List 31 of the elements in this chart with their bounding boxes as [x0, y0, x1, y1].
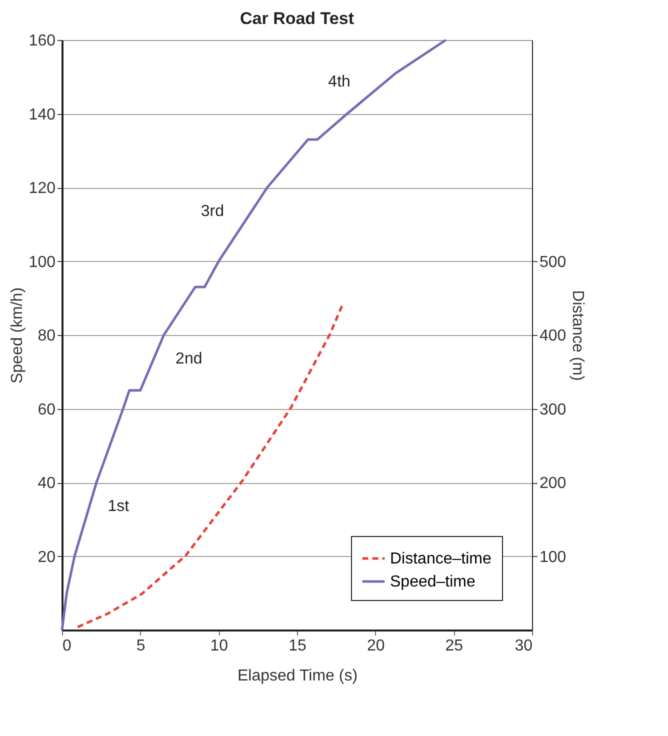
x-tick-label: 10 [210, 638, 228, 654]
line-series [76, 304, 344, 628]
y-tick-label: 160 [28, 32, 56, 50]
y-tick-label: 40 [38, 475, 56, 492]
y-tick-label: 120 [28, 180, 56, 197]
y2-tick-label: 200 [540, 475, 566, 492]
x-tick-label: 0 [62, 638, 72, 654]
x-tick-label: 15 [288, 638, 306, 654]
y2-tick-label: 500 [540, 254, 566, 271]
x-tick-label: 30 [514, 638, 533, 654]
x-tick-label: 20 [366, 638, 385, 654]
annotation: 1st [108, 498, 130, 516]
y2-tick-label: 400 [540, 328, 566, 344]
y-tick-label: 60 [38, 401, 56, 418]
y-axis-title: Speed (km/h) [8, 287, 26, 384]
annotation: 4th [328, 73, 350, 90]
y-tick-label: 80 [38, 328, 56, 344]
y-tick-label: 100 [28, 254, 56, 271]
annotation: 3rd [200, 203, 224, 220]
chart-title: Car Road Test [240, 9, 354, 28]
legend-label: Distance–time [390, 550, 492, 568]
y2-tick-label: 300 [540, 401, 566, 418]
y-tick-label: 140 [28, 106, 56, 124]
x-axis-title: Elapsed Time (s) [237, 668, 358, 684]
y-tick-label: 20 [38, 548, 56, 566]
y2-tick-label: 100 [540, 548, 566, 566]
annotation: 2nd [176, 350, 202, 368]
x-tick-label: 25 [445, 638, 464, 654]
y2-axis-title: Distance (m) [569, 290, 586, 381]
x-tick-label: 5 [136, 638, 146, 654]
legend-label: Speed–time [390, 574, 476, 590]
